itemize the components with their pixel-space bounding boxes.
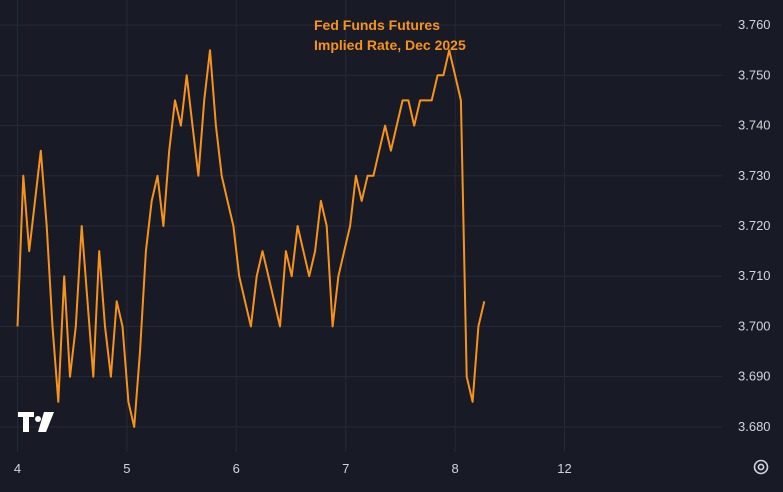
gear-icon [753,459,769,475]
y-tick-label: 3.690 [738,369,771,384]
y-tick-label: 3.760 [738,17,771,32]
x-tick-label: 5 [123,461,130,476]
x-tick-label: 6 [233,461,240,476]
tradingview-logo-icon [18,412,54,432]
series-line [16,49,486,428]
y-tick-label: 3.720 [738,218,771,233]
chart-settings-button[interactable] [748,454,774,480]
chart-title: Fed Funds Futures Implied Rate, Dec 2025 [314,17,466,53]
chart-title-line-1: Fed Funds Futures [314,17,440,33]
grid [0,0,722,452]
y-tick-label: 3.740 [738,118,771,133]
x-tick-label: 12 [557,461,571,476]
y-tick-label: 3.750 [738,67,771,82]
y-axis: 3.760 3.750 3.740 3.730 3.720 3.710 3.700 3.690… [738,17,771,434]
y-tick-label: 3.680 [738,419,771,434]
x-axis: 4 5 6 7 8 12 [14,461,572,476]
chart-title-line-2: Implied Rate, Dec 2025 [314,37,466,53]
x-tick-label: 7 [342,461,349,476]
x-tick-label: 8 [451,461,458,476]
y-tick-label: 3.710 [738,268,771,283]
series-layer [16,49,486,428]
y-tick-label: 3.700 [738,318,771,333]
x-tick-label: 4 [14,461,21,476]
y-tick-label: 3.730 [738,168,771,183]
